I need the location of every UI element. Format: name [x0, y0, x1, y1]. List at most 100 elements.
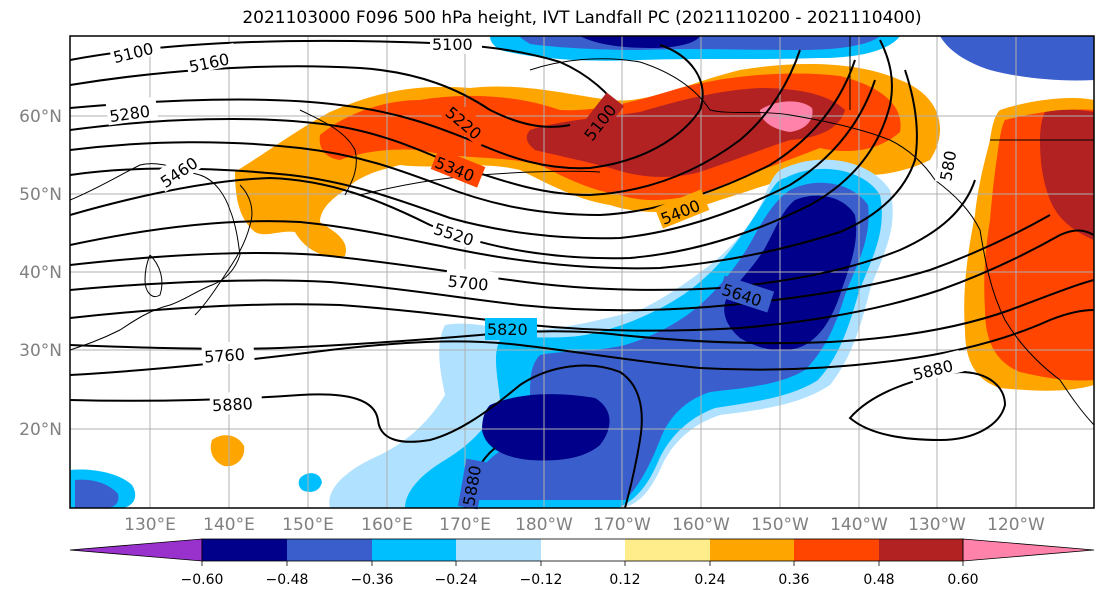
contour-5880-b [848, 370, 1007, 442]
colorbar-tick-label: −0.60 [181, 572, 224, 588]
contour-label-bg [457, 458, 487, 510]
lat-label: 60°N [19, 107, 62, 127]
colorbar-seg-8 [794, 539, 879, 561]
lon-label: 130°W [908, 515, 966, 535]
contour-5280 [70, 49, 801, 197]
contour-label-bg [935, 145, 961, 185]
figure-title: 2021103000 F096 500 hPa height, IVT Land… [242, 8, 922, 28]
contour-5100 [70, 39, 621, 111]
colorbar-tick-label: 0.24 [694, 572, 725, 588]
contour-label-bg [575, 92, 625, 146]
colorbar-tick-label: −0.24 [435, 572, 478, 588]
colorbar-tick-label: 0.48 [863, 572, 894, 588]
lon-label: 160°E [361, 515, 413, 535]
lon-label: 170°E [439, 515, 491, 535]
longitude-labels: 130°E 140°E 150°E 160°E 170°E 180°W 170°… [124, 515, 1045, 535]
lon-label: 150°W [751, 515, 809, 535]
neg-top-48 [520, 36, 880, 50]
coast-na-west [934, 179, 1094, 426]
contour-label-bg [717, 275, 775, 313]
neg-band-60 [724, 195, 857, 351]
pos-coast-48 [1040, 109, 1094, 240]
contour-label-bg [105, 96, 159, 126]
colorbar-frame [201, 538, 964, 562]
contour-5340 [70, 59, 856, 217]
contour-label-bg [430, 34, 482, 54]
colorbar-seg-4 [456, 539, 541, 561]
coast-japan [194, 184, 253, 316]
contour-5820 [70, 309, 1094, 376]
lat-label: 30°N [19, 341, 62, 361]
neg-top-60 [580, 36, 700, 48]
coast-alaska [529, 58, 936, 181]
lon-label: 140°W [830, 515, 888, 535]
coast-asia [70, 163, 241, 351]
contour-5580 [70, 179, 976, 291]
colorbar-tick-label: −0.36 [351, 572, 394, 588]
contour-label-bg [430, 148, 486, 188]
colorbar-tick-label: 0.12 [609, 572, 640, 588]
contour-5160 [70, 65, 571, 128]
contour-5880-a [70, 364, 643, 508]
contour-label-bg [444, 267, 500, 295]
colorbar-tick-label: 0.36 [778, 572, 809, 588]
colorbar-seg-0 [69, 538, 203, 562]
contour-5520 [70, 69, 918, 270]
contour-label-bg [908, 350, 964, 384]
lon-label: 130°E [124, 515, 176, 535]
neg-sw-48 [75, 479, 119, 508]
lon-label: 140°E [203, 515, 255, 535]
pos-band-60 [760, 101, 813, 132]
contour-label-bg [108, 32, 162, 66]
contour-5460 [70, 39, 893, 260]
contour-label: 5820 [487, 320, 528, 339]
contour-5400 [70, 79, 876, 240]
contour-label: 5760 [204, 345, 246, 367]
lon-label: 120°W [987, 515, 1045, 535]
coast-kamchatka [299, 109, 357, 196]
lat-label: 20°N [19, 420, 62, 440]
colorbar-seg-9 [879, 539, 963, 561]
contour-label-bg [440, 98, 494, 148]
contour-label-bg [184, 43, 238, 75]
contour-label-bg [429, 214, 485, 252]
contour-5700 [70, 229, 1094, 332]
colorbar: −0.60 −0.48 −0.36 −0.24 −0.12 0.12 0.24 … [69, 538, 1095, 588]
contour-label-bg [209, 390, 263, 416]
colorbar-seg-6 [625, 539, 710, 561]
lon-label: 150°E [282, 515, 334, 535]
latitude-labels: 60°N 50°N 40°N 30°N 20°N [19, 107, 62, 440]
contour-label: 5880 [212, 394, 254, 415]
colorbar-seg-7 [710, 539, 794, 561]
contour-label-bg [201, 340, 255, 366]
lat-label: 50°N [19, 185, 62, 205]
contour-label-bg [153, 145, 207, 193]
colorbar-seg-2 [287, 539, 372, 561]
colorbar-seg-1 [202, 539, 287, 561]
colorbar-seg-5 [541, 539, 625, 561]
coast-korea [144, 254, 163, 297]
lat-label: 40°N [19, 263, 62, 283]
neg-south-60 [482, 394, 610, 461]
contour-label: 5700 [447, 272, 489, 295]
contour-5760 [70, 279, 1094, 350]
lon-label: 180°W [515, 515, 573, 535]
neg-ne-48 [940, 36, 1094, 81]
colorbar-seg-10 [962, 538, 1095, 562]
colorbar-tick-label: −0.48 [266, 572, 309, 588]
contour-label-bg [485, 318, 537, 340]
height-contours [70, 39, 1094, 508]
contour-5220 [70, 44, 704, 170]
contour-label: 5100 [432, 35, 473, 54]
lon-label: 170°W [593, 515, 651, 535]
contour-label: 580 [936, 149, 960, 182]
colorbar-seg-3 [372, 539, 456, 561]
lon-label: 160°W [672, 515, 730, 535]
colorbar-tick-label: 0.60 [947, 572, 978, 588]
colorbar-ticks [201, 561, 964, 566]
neg-spot-2 [298, 473, 322, 492]
plot-frame [69, 35, 1095, 509]
contour-label-bg [654, 189, 710, 229]
contour-5640 [70, 214, 1051, 312]
